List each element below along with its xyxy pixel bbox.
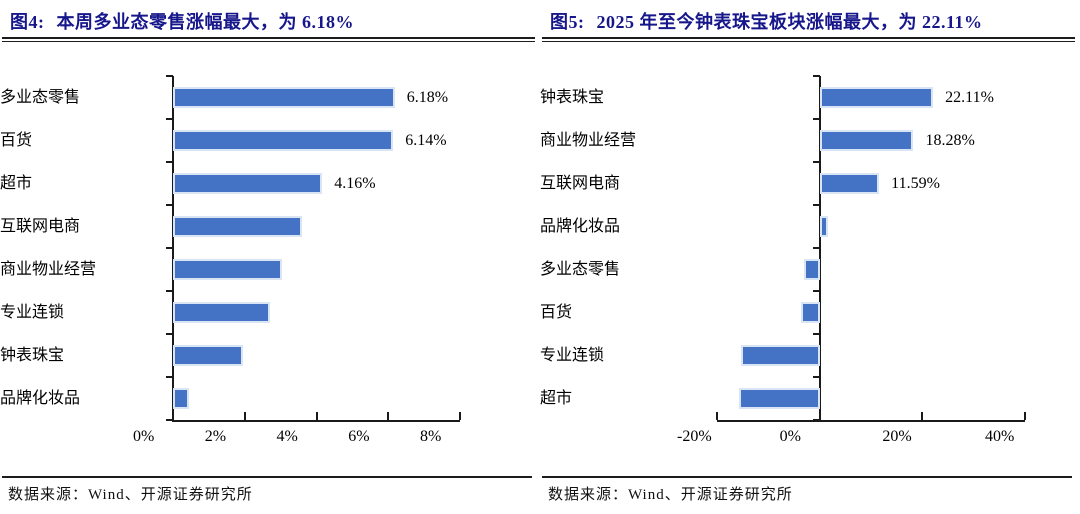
bar-value-label: 6.14% bbox=[405, 132, 447, 149]
category-label: 百货 bbox=[540, 304, 573, 321]
title-double-rule bbox=[2, 37, 535, 42]
category-label: 钟表珠宝 bbox=[0, 347, 65, 364]
bar bbox=[173, 259, 283, 280]
category-label: 商业物业经营 bbox=[0, 261, 97, 278]
category-tick bbox=[812, 419, 820, 421]
category-tick bbox=[166, 376, 173, 378]
x-tick-label: 20% bbox=[882, 428, 912, 445]
category-tick bbox=[812, 290, 820, 292]
category-tick bbox=[812, 204, 820, 206]
x-tick-label: 2% bbox=[204, 428, 227, 445]
category-tick bbox=[166, 118, 173, 120]
bar-value-label: 4.16% bbox=[334, 175, 376, 192]
category-tick bbox=[812, 161, 820, 163]
category-label: 专业连锁 bbox=[540, 347, 605, 364]
category-tick bbox=[812, 118, 820, 120]
x-axis-tick bbox=[1024, 412, 1026, 420]
category-tick bbox=[166, 161, 173, 163]
figure-5-caption: 2025 年至今钟表珠宝板块涨幅最大，为 22.11% bbox=[596, 12, 983, 32]
x-axis-line bbox=[717, 420, 1025, 422]
bar bbox=[819, 87, 934, 108]
x-tick-label: 0% bbox=[779, 428, 801, 445]
category-tick bbox=[166, 419, 173, 421]
bar-value-label: 6.18% bbox=[406, 89, 449, 106]
y-axis-line bbox=[172, 76, 174, 422]
bar bbox=[173, 216, 303, 237]
category-label: 商业物业经营 bbox=[540, 132, 637, 149]
category-label: 超市 bbox=[540, 390, 573, 407]
figure-4-caption: 本周多业态零售涨幅最大，为 6.18% bbox=[56, 12, 354, 32]
bar bbox=[819, 173, 880, 194]
bar bbox=[740, 345, 820, 366]
category-tick bbox=[166, 247, 173, 249]
category-label: 互联网电商 bbox=[0, 218, 81, 235]
x-axis-line bbox=[173, 420, 460, 422]
bar bbox=[173, 87, 395, 108]
figure-5-number: 图5: bbox=[550, 12, 585, 32]
bar bbox=[739, 388, 820, 409]
bar bbox=[173, 130, 394, 151]
x-axis-tick bbox=[387, 412, 390, 420]
bar-value-label: 18.28% bbox=[925, 132, 975, 149]
category-label: 品牌化妆品 bbox=[540, 218, 621, 235]
x-tick-label: 4% bbox=[276, 428, 298, 445]
figure-4-source: 数据来源：Wind、开源证券研究所 bbox=[8, 487, 253, 503]
bar bbox=[800, 302, 820, 323]
bar bbox=[173, 173, 323, 194]
category-tick bbox=[166, 333, 173, 335]
source-rule bbox=[2, 476, 532, 478]
category-label: 超市 bbox=[0, 175, 33, 192]
y-axis-line bbox=[818, 76, 821, 422]
category-label: 百货 bbox=[0, 132, 33, 149]
figure-4-title: 图4: 本周多业态零售涨幅最大，为 6.18% bbox=[10, 8, 534, 34]
figure-4-bar-chart: 多业态零售 6.18% 百货 6.14% 超市 4.16% 互联网电商商业物业经营 专业连锁钟… bbox=[0, 75, 540, 445]
x-tick-label: -20% bbox=[677, 428, 712, 445]
x-axis-tick bbox=[315, 412, 318, 420]
category-label: 互联网电商 bbox=[540, 175, 621, 192]
bar bbox=[804, 259, 820, 280]
category-label: 专业连锁 bbox=[0, 304, 65, 321]
figure-5-source: 数据来源：Wind、开源证券研究所 bbox=[548, 487, 793, 503]
category-tick bbox=[812, 247, 820, 249]
figure-5-bar-chart: 钟表珠宝 22.11% 商业物业经营 18.28% 互联网电商 11.59% 品牌化妆品多业… bbox=[540, 75, 1080, 445]
figure-4-number: 图4: bbox=[10, 12, 45, 32]
bar bbox=[173, 345, 243, 366]
x-axis-tick bbox=[243, 412, 246, 420]
figure-5-title: 图5: 2025 年至今钟表珠宝板块涨幅最大，为 22.11% bbox=[550, 8, 1074, 34]
bar-value-label: 22.11% bbox=[945, 89, 994, 106]
x-tick-label: 8% bbox=[420, 428, 442, 445]
x-axis-tick bbox=[921, 412, 924, 420]
bar bbox=[819, 216, 828, 237]
category-tick bbox=[166, 75, 173, 77]
figure-4: 图4: 本周多业态零售涨幅最大，为 6.18% 多业态零售 6.18% 百货 6.14%… bbox=[0, 8, 540, 503]
x-tick-label: 6% bbox=[348, 428, 370, 445]
x-tick-label: 40% bbox=[985, 428, 1015, 445]
x-axis-tick bbox=[459, 412, 461, 420]
x-tick-label: 0% bbox=[133, 428, 155, 445]
category-tick bbox=[812, 333, 820, 335]
category-tick bbox=[166, 204, 173, 206]
bar bbox=[173, 302, 270, 323]
category-label: 钟表珠宝 bbox=[540, 89, 605, 106]
category-tick bbox=[166, 290, 173, 292]
bar bbox=[819, 130, 914, 151]
category-tick bbox=[812, 376, 820, 378]
figure-5: 图5: 2025 年至今钟表珠宝板块涨幅最大，为 22.11% 钟表珠宝 22.11… bbox=[540, 0, 1080, 514]
bar-value-label: 11.59% bbox=[891, 175, 940, 192]
category-tick bbox=[812, 75, 820, 77]
title-double-rule bbox=[542, 37, 1075, 42]
category-label: 品牌化妆品 bbox=[0, 390, 81, 407]
x-axis-tick bbox=[716, 412, 718, 420]
bar bbox=[173, 388, 190, 409]
category-label: 多业态零售 bbox=[540, 261, 621, 278]
source-rule bbox=[542, 476, 1072, 478]
category-label: 多业态零售 bbox=[0, 89, 81, 106]
